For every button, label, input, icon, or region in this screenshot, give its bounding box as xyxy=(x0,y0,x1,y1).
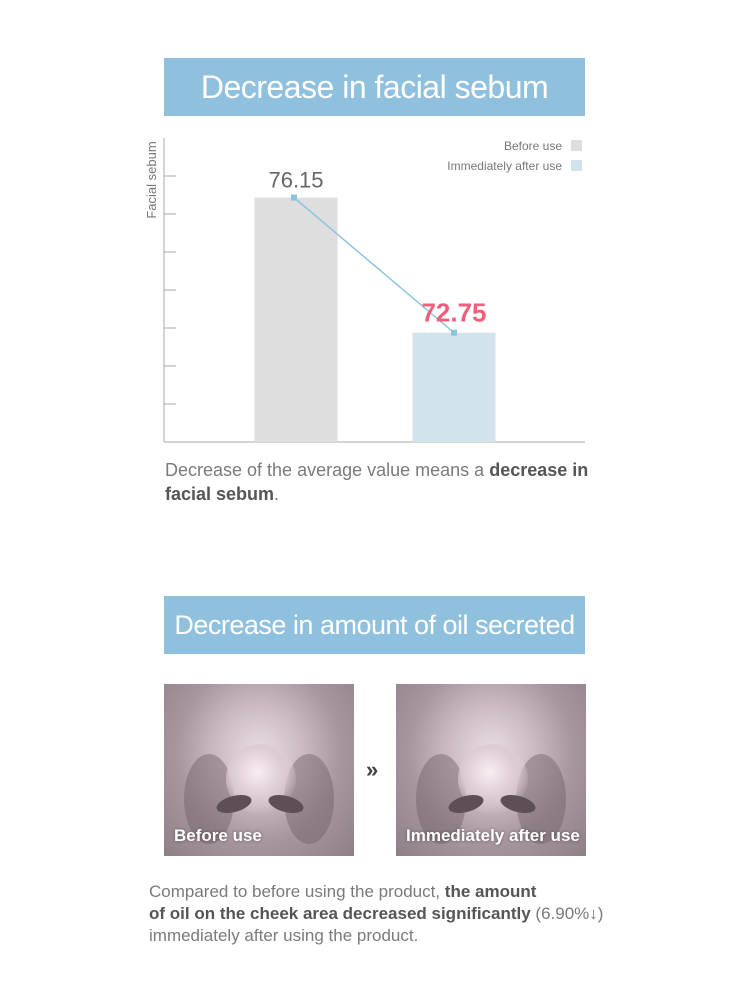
sebum-caption: Decrease of the average value means a de… xyxy=(165,458,595,506)
legend-label: Before use xyxy=(504,139,562,153)
double-chevron-right-icon: » xyxy=(366,757,379,782)
oil-caption-line1-bold: the amount xyxy=(444,882,537,901)
legend-label: Immediately after use xyxy=(447,159,562,173)
sebum-caption-plain: Decrease of the average value means a xyxy=(165,460,490,480)
y-axis-label: Facial sebum xyxy=(144,141,159,218)
oil-caption-line3: immediately after using the product. xyxy=(149,926,419,945)
data-label-before: 76.15 xyxy=(268,168,323,193)
data-label-after: 72.75 xyxy=(421,298,486,328)
sebum-caption-end: . xyxy=(274,484,280,504)
nose-photo-before: Before use xyxy=(164,684,354,856)
oil-caption-line1-plain: Compared to before using the product, xyxy=(149,882,445,901)
section-title-oil: Decrease in amount of oil secreted xyxy=(164,596,585,654)
photo-before-label: Before use xyxy=(174,826,262,845)
bar-after-use xyxy=(412,332,496,442)
trend-marker xyxy=(291,194,297,201)
photo-after-label: Immediately after use xyxy=(406,826,580,845)
oil-caption: Compared to before using the product, th… xyxy=(149,881,629,947)
sebum-bar-chart: Facial sebum 76.15 72.75 Before use Immediat… xyxy=(144,138,585,443)
legend-swatch xyxy=(571,140,582,151)
bar-before-use xyxy=(254,197,338,442)
section-title-sebum: Decrease in facial sebum xyxy=(164,58,585,116)
oil-caption-line2-bold: of oil on the cheek area decreased signi… xyxy=(149,904,531,923)
legend-swatch xyxy=(571,160,582,171)
trend-marker xyxy=(451,329,457,336)
oil-caption-line2-plain: (6.90%↓) xyxy=(530,904,604,923)
sebum-caption-bold: decrease in facial sebum xyxy=(165,460,589,504)
nose-photo-after: Immediately after use xyxy=(396,684,586,856)
trend-line xyxy=(293,197,455,334)
